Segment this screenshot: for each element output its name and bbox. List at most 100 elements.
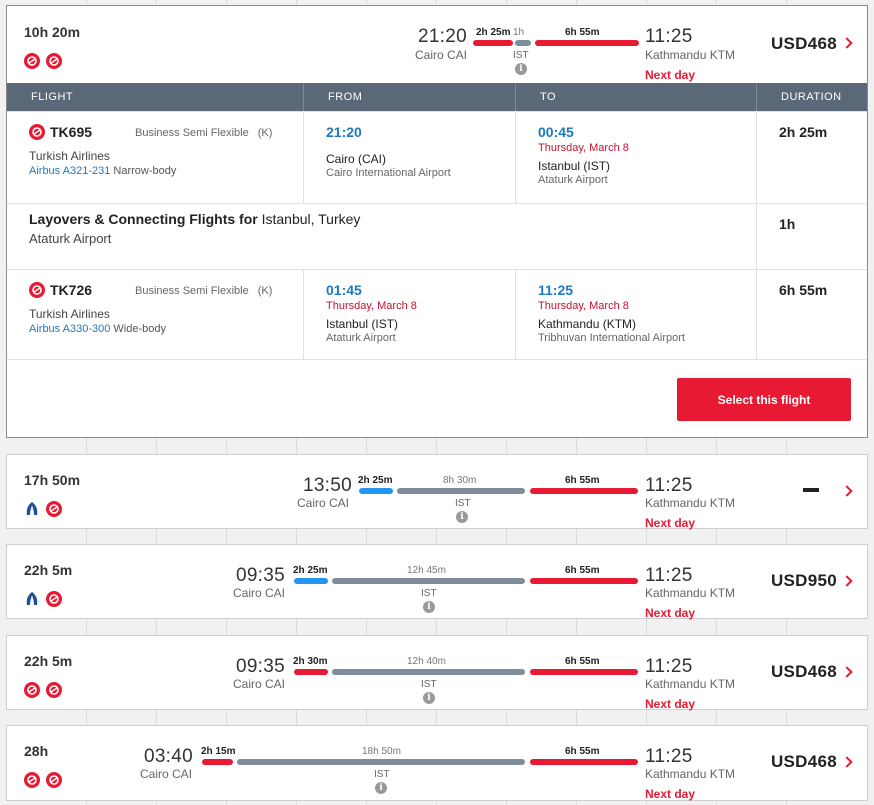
turkish-airlines-logo xyxy=(46,772,62,788)
segment-1-bar xyxy=(359,488,393,494)
flight-result-card[interactable]: 22h 5m 09:35 Cairo CAI 2h 25m 12h 45m 6h… xyxy=(6,544,868,620)
from-city: Cairo (CAI) xyxy=(326,152,387,166)
layover-duration: 12h 45m xyxy=(407,565,446,576)
to-time: 11:25 xyxy=(538,282,574,298)
select-area: Select this flight xyxy=(7,359,867,439)
details-table-header: FLIGHT FROM TO DURATION xyxy=(7,83,867,111)
flight-result-card[interactable]: 17h 50m 13:50 Cairo CAI 2h 25m 8h 30m 6h… xyxy=(6,454,868,530)
total-duration: 22h 5m xyxy=(24,562,73,578)
departure-time: 09:35 xyxy=(235,656,285,677)
turkish-airlines-logo xyxy=(46,501,62,517)
leg-duration: 6h 55m xyxy=(779,282,828,298)
layover-place: Istanbul, Turkey xyxy=(261,211,361,227)
segment-2-duration: 6h 55m xyxy=(565,27,600,38)
header-flight: FLIGHT xyxy=(7,83,304,111)
chevron-right-icon[interactable] xyxy=(841,666,853,678)
next-day-label: Next day xyxy=(645,516,696,530)
flight-number: TK726 xyxy=(29,282,303,298)
layover-bar xyxy=(515,40,531,46)
arrival-city: Kathmandu KTM xyxy=(645,496,736,510)
flight-cell: TK695 Business Semi Flexible (K) Turkish … xyxy=(7,112,304,203)
airline-logos xyxy=(24,591,62,607)
segment-1-duration: 2h 25m xyxy=(476,27,511,38)
aircraft-body: Wide-body xyxy=(113,323,166,335)
airline-logos xyxy=(24,772,62,788)
chevron-right-icon[interactable] xyxy=(841,37,853,49)
departure-city: Cairo CAI xyxy=(232,586,285,600)
segment-2-duration: 6h 55m xyxy=(565,565,600,576)
flight-result-card[interactable]: 22h 5m 09:35 Cairo CAI 2h 30m 12h 40m 6h… xyxy=(6,635,868,711)
from-time: 01:45 xyxy=(326,282,362,298)
aircraft-model-link[interactable]: Airbus A330-300 xyxy=(29,323,111,335)
stop-airport: IST xyxy=(513,50,529,61)
airline-name: Turkish Airlines xyxy=(29,307,110,321)
total-duration: 28h xyxy=(24,743,49,759)
chevron-right-icon[interactable] xyxy=(841,485,853,497)
flight-leg-row: TK695 Business Semi Flexible (K) Turkish … xyxy=(7,111,867,203)
flight-result-card[interactable]: 28h 03:40 Cairo CAI 2h 15m 18h 50m 6h 55… xyxy=(6,725,868,801)
layover-duration: 1h xyxy=(513,27,525,38)
header-duration: DURATION xyxy=(781,91,842,103)
select-this-flight-button[interactable]: Select this flight xyxy=(677,378,851,421)
departure-city: Cairo CAI xyxy=(232,677,285,691)
to-time: 00:45 xyxy=(538,124,574,140)
from-cell: 21:20 Cairo (CAI) Cairo International Ai… xyxy=(304,112,516,203)
info-icon[interactable]: i xyxy=(423,692,435,704)
next-day-label: Next day xyxy=(645,787,696,801)
from-date: Thursday, March 8 xyxy=(326,300,417,312)
segment-2-bar xyxy=(530,578,638,584)
turkish-airlines-logo xyxy=(46,682,62,698)
arrival-city: Kathmandu KTM xyxy=(645,48,736,62)
price[interactable]: USD468 xyxy=(770,752,837,771)
segment-1-duration: 2h 25m xyxy=(293,565,328,576)
info-icon[interactable]: i xyxy=(515,63,527,75)
chevron-right-icon[interactable] xyxy=(841,756,853,768)
header-to: TO xyxy=(516,83,757,111)
layover-duration: 8h 30m xyxy=(443,475,477,486)
chevron-right-icon[interactable] xyxy=(841,575,853,587)
info-icon[interactable]: i xyxy=(456,511,468,523)
aircraft-model-link[interactable]: Airbus A321-231 xyxy=(29,165,111,177)
from-airport: Cairo International Airport xyxy=(326,167,451,179)
layover-bar xyxy=(237,759,525,765)
from-time: 21:20 xyxy=(326,124,362,140)
segment-1-duration: 2h 30m xyxy=(293,656,328,667)
turkish-airlines-logo xyxy=(29,124,45,140)
airline-logos xyxy=(24,53,62,69)
arrival-time: 11:25 xyxy=(645,565,693,586)
flight-result-card-expanded[interactable]: 10h 20m 21:20 Cairo CAI 2h 25m 1h 6h 55m… xyxy=(6,5,868,438)
flight-number: TK695 xyxy=(29,124,303,140)
total-duration: 22h 5m xyxy=(24,653,73,669)
flight-summary[interactable]: 10h 20m 21:20 Cairo CAI 2h 25m 1h 6h 55m… xyxy=(7,6,867,83)
layover-bar xyxy=(332,578,525,584)
segment-1-bar xyxy=(202,759,233,765)
info-icon[interactable]: i xyxy=(375,782,387,794)
fare-name: Business Semi Flexible xyxy=(135,127,249,139)
segment-2-bar xyxy=(530,669,638,675)
info-icon[interactable]: i xyxy=(423,601,435,613)
booking-class: (K) xyxy=(257,127,273,139)
price[interactable]: USD468 xyxy=(770,34,837,53)
layover-bar xyxy=(397,488,525,494)
turkish-airlines-logo xyxy=(24,682,40,698)
layover-duration-detail: 1h xyxy=(779,216,796,232)
to-date: Thursday, March 8 xyxy=(538,142,629,154)
departure-time: 03:40 xyxy=(143,746,193,767)
next-day-label: Next day xyxy=(645,697,696,711)
to-date: Thursday, March 8 xyxy=(538,300,629,312)
layover-airport: Ataturk Airport xyxy=(29,231,112,246)
from-cell: 01:45 Thursday, March 8 Istanbul (IST) A… xyxy=(304,270,516,359)
price[interactable]: USD950 xyxy=(770,571,837,590)
departure-city: Cairo CAI xyxy=(414,48,467,62)
turkish-airlines-logo xyxy=(24,53,40,69)
flight-cell: TK726 Business Semi Flexible (K) Turkish … xyxy=(7,270,304,359)
segment-2-duration: 6h 55m xyxy=(565,746,600,757)
segment-2-duration: 6h 55m xyxy=(565,656,600,667)
layover-bar xyxy=(332,669,525,675)
arrival-time: 11:25 xyxy=(645,26,693,47)
segment-2-bar xyxy=(530,488,638,494)
next-day-label: Next day xyxy=(645,606,696,620)
price[interactable]: USD468 xyxy=(770,662,837,681)
turkish-airlines-logo xyxy=(46,591,62,607)
fare-class: Business Semi Flexible (K) xyxy=(135,285,272,297)
